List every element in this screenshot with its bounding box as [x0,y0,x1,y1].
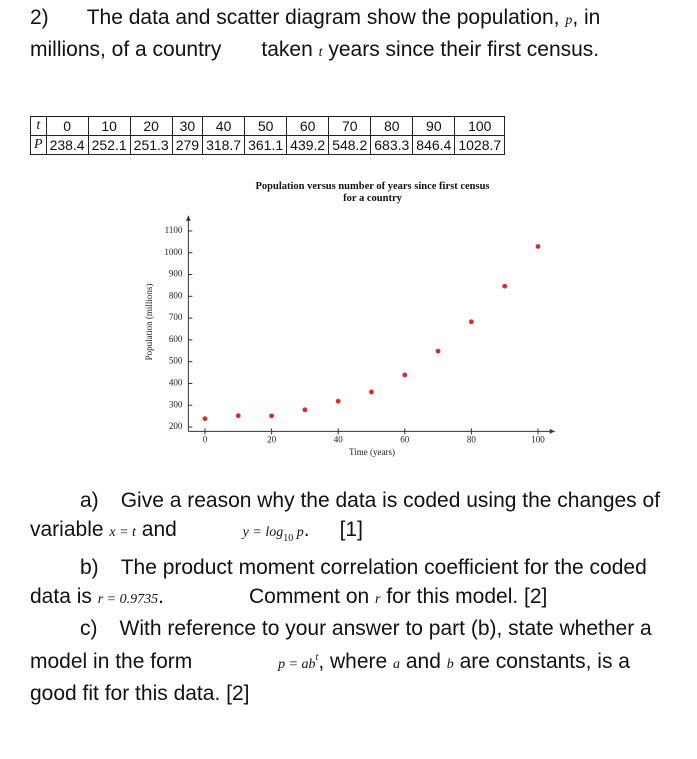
y-axis-arrow [185,215,191,221]
text: Give a reason why the data is coded usin… [30,489,661,541]
data-point [402,372,408,378]
x-axis-arrow [549,428,555,434]
text: The product moment correlation coefficie… [30,556,647,609]
data-point [235,413,241,419]
text: The data and scatter diagram show the po… [86,6,566,29]
math: p = ab [278,657,316,673]
math: t [315,652,319,664]
table-cell: 251.3 [129,135,173,155]
x-axis-label: Time (years) [349,447,395,457]
data-point [535,244,541,249]
y-axis-label: Population (millions) [144,284,154,361]
math: 10 [283,533,294,545]
table-cell: 318.7 [202,135,246,155]
math: y = log [242,525,284,540]
text: Comment on [248,585,376,609]
math: r = 0.9735 [97,592,159,608]
table-cell: 683.3 [370,135,414,155]
table-cell: 361.1 [244,135,288,155]
y-tick-label: 500 [169,356,183,366]
y-tick-label: 600 [169,334,183,344]
x-tick-label: 80 [467,434,477,444]
math: b [446,657,454,673]
y-tick-label: 1100 [165,225,183,235]
data-point [302,407,308,413]
table-cell: 279 [171,135,204,155]
math: p [565,13,573,28]
table-cell: 846.4 [412,135,456,155]
text: [1] [339,518,363,541]
table-cell: 238.4 [45,135,89,155]
parts: a) Give a reason why the data is coded us… [30,486,675,708]
x-tick-label: 60 [400,434,410,444]
y-tick-label: 800 [169,290,183,300]
math: a [393,657,401,673]
data-point [469,319,474,325]
x-tick-label: 40 [334,434,344,444]
text: . [158,585,164,609]
part-label: a) [80,489,99,512]
table-cell: 1028.7 [454,135,506,155]
text: and [400,650,447,674]
y-tick-label: 200 [169,421,183,431]
table-cell: 30 [171,116,204,136]
data-point [435,348,441,354]
text: . [303,518,310,541]
text: are constants, is a good fit for this da… [30,650,630,706]
data-point [502,283,508,289]
math: r [375,592,381,608]
y-tick-label: 700 [169,312,183,322]
chart-title: Population versus number of years since … [255,181,490,204]
math: t [318,45,323,60]
table-cell: 439.2 [286,135,330,155]
text: years since their first census. [322,38,600,61]
table-row: P 238.4 252.1 251.3 279 318.7 361.1 439.2 548.2 6… [30,135,506,155]
y-tick-label: 900 [169,269,183,279]
part-label: b) [80,556,99,580]
x-tick-label: 0 [203,434,208,444]
math: p [293,525,304,540]
text: , where [318,650,394,674]
text: for this model. [2] [380,585,548,609]
y-tick-label: 1000 [164,247,183,257]
math: x = t [109,525,136,540]
question-intro: 2) The data and scatter diagram show the … [30,3,675,67]
y-tick-label: 300 [169,399,183,409]
question-number: 2) [30,6,49,29]
text: and [135,518,183,541]
part-a: a) Give a reason why the data is coded us… [30,486,675,553]
part-c: c) With reference to your answer to part … [30,614,675,708]
x-tick-label: 20 [267,434,277,444]
data-point [369,389,374,395]
part-label: c) [80,617,98,641]
data-point [202,416,208,422]
text: With reference to your answer to part (b… [30,617,652,674]
y-tick-label: 400 [169,378,183,388]
text: taken [261,38,319,61]
data-table: t 0 10 20 30 40 50 60 70 80 90 100 P 238.4 252.1 251.3 2… [30,116,506,155]
data-point [269,413,274,419]
chart: 200 300 400 500 600 700 800 900 1000 1100 0 20 40 60 8… [144,215,555,457]
x-tick-label: 100 [531,434,545,444]
part-b: b) The product moment correlation coeffic… [30,553,675,614]
data-point [335,398,341,404]
text: , in millions, of a country [30,6,601,61]
